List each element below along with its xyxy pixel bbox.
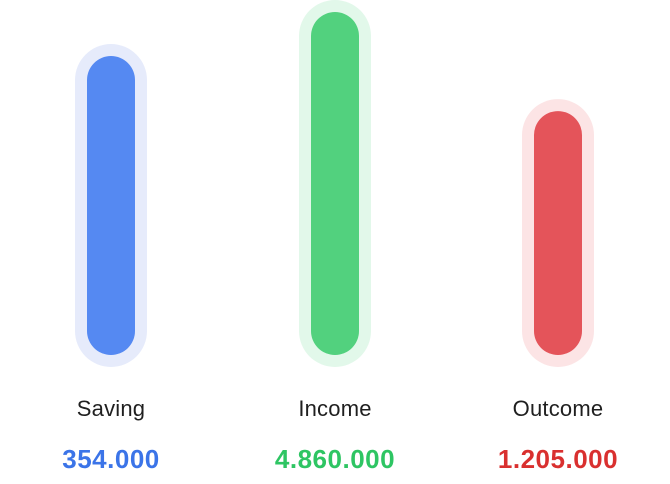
bar-outcome [534,111,582,355]
value-label-saving: 354.000 [62,444,160,474]
category-label-income: Income [298,396,372,421]
value-label-outcome: 1.205.000 [497,444,619,474]
bars-svg [75,0,594,367]
category-label-saving: Saving [76,396,146,421]
category-label-outcome: Outcome [512,396,604,421]
bar-saving [87,56,135,355]
bar-income [311,12,359,355]
value-label-income: 4.860.000 [274,444,396,474]
